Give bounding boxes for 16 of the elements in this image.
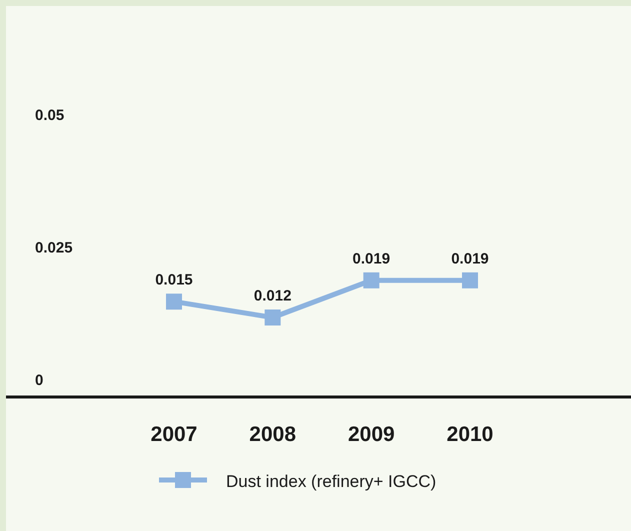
legend-label: Dust index (refinery+ IGCC) <box>226 472 436 491</box>
x-tick-label: 2007 <box>150 423 198 446</box>
y-tick-label: 0.05 <box>35 106 64 124</box>
point <box>462 272 478 288</box>
x-tick-label: 2008 <box>249 423 296 446</box>
y-tick-label: 0 <box>35 372 44 390</box>
point <box>264 309 281 326</box>
point <box>363 272 380 288</box>
data-label: 0.012 <box>254 287 292 304</box>
data-label: 0.019 <box>451 250 489 268</box>
x-tick-label: 2009 <box>348 423 395 446</box>
point <box>166 294 182 310</box>
y-tick-label: 0.025 <box>35 240 73 257</box>
x-tick-label: 2010 <box>446 423 494 446</box>
data-label: 0.015 <box>155 272 193 289</box>
data-label: 0.019 <box>352 250 390 268</box>
